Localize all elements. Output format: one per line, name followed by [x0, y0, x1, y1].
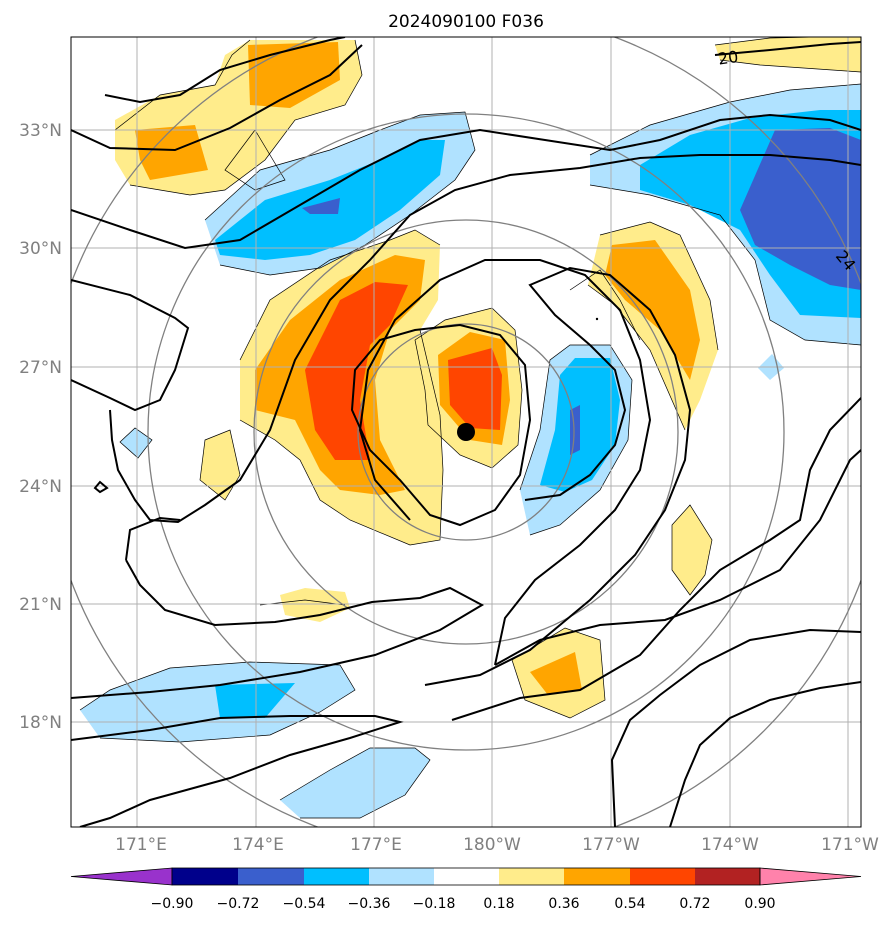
cbar-tick-1: −0.90 [151, 896, 194, 912]
thick-contours [71, 37, 861, 827]
lon-label-177w: 177°W [582, 835, 640, 855]
lon-label-180w: 180°W [463, 835, 521, 855]
cbar-tick-9: 0.72 [679, 896, 710, 912]
cbar-tick-2: −0.72 [217, 896, 260, 912]
lat-label-33n: 33°N [19, 121, 62, 141]
colorbar-box [304, 868, 369, 885]
lat-label-27n: 27°N [19, 358, 62, 378]
colorbar-box [695, 868, 760, 885]
map-frame [70, 36, 862, 828]
colorbar-box [369, 868, 434, 885]
lat-label-18n: 18°N [19, 713, 62, 733]
anomaly-contour-lines [79, 37, 861, 819]
lon-label-171e: 171°E [115, 835, 167, 855]
lat-lon-grid [71, 37, 861, 827]
colorbar-box [630, 868, 695, 885]
colorbar-box [172, 868, 238, 885]
contour-label-20: 20 [717, 47, 740, 69]
colorbar-box [434, 868, 499, 885]
lat-label-24n: 24°N [19, 477, 62, 497]
colorbar-box [238, 868, 304, 885]
cbar-tick-4: −0.36 [348, 896, 391, 912]
negative-anomaly-shading [80, 84, 861, 818]
colorbar-tick-labels: −0.90 −0.72 −0.54 −0.36 −0.18 0.18 0.36 … [151, 896, 776, 912]
lon-label-171w: 171°W [821, 835, 879, 855]
colorbar-box [564, 868, 630, 885]
cbar-tick-7: 0.36 [548, 896, 579, 912]
lon-label-174e: 174°E [232, 835, 284, 855]
lat-label-21n: 21°N [19, 595, 62, 615]
colorbar-extend-high [759, 867, 862, 886]
colorbar-boxes [70, 867, 862, 886]
longitude-labels: 171°E 174°E 177°E 180°W 177°W 174°W 171°… [115, 835, 879, 855]
latitude-labels: 33°N 30°N 27°N 24°N 21°N 18°N [19, 121, 62, 733]
colorbar-extend-low [70, 867, 173, 886]
cbar-tick-6: 0.18 [483, 896, 514, 912]
cbar-tick-8: 0.54 [614, 896, 645, 912]
lon-label-174w: 174°W [701, 835, 759, 855]
minor-dot [595, 317, 599, 321]
range-rings [71, 37, 861, 827]
colorbar-box [499, 868, 564, 885]
storm-center-marker [457, 423, 475, 441]
cbar-tick-3: −0.54 [283, 896, 326, 912]
map-panel: 20 24 [71, 37, 861, 827]
positive-anomaly-shading [115, 37, 861, 718]
lat-label-30n: 30°N [19, 239, 62, 259]
map-title: 2024090100 F036 [388, 12, 544, 32]
lon-label-177e: 177°E [350, 835, 402, 855]
colorbar-outline [171, 867, 761, 886]
cbar-tick-5: −0.18 [413, 896, 456, 912]
colorbar: −0.90 −0.72 −0.54 −0.36 −0.18 0.18 0.36 … [70, 867, 862, 912]
cbar-tick-10: 0.90 [744, 896, 775, 912]
